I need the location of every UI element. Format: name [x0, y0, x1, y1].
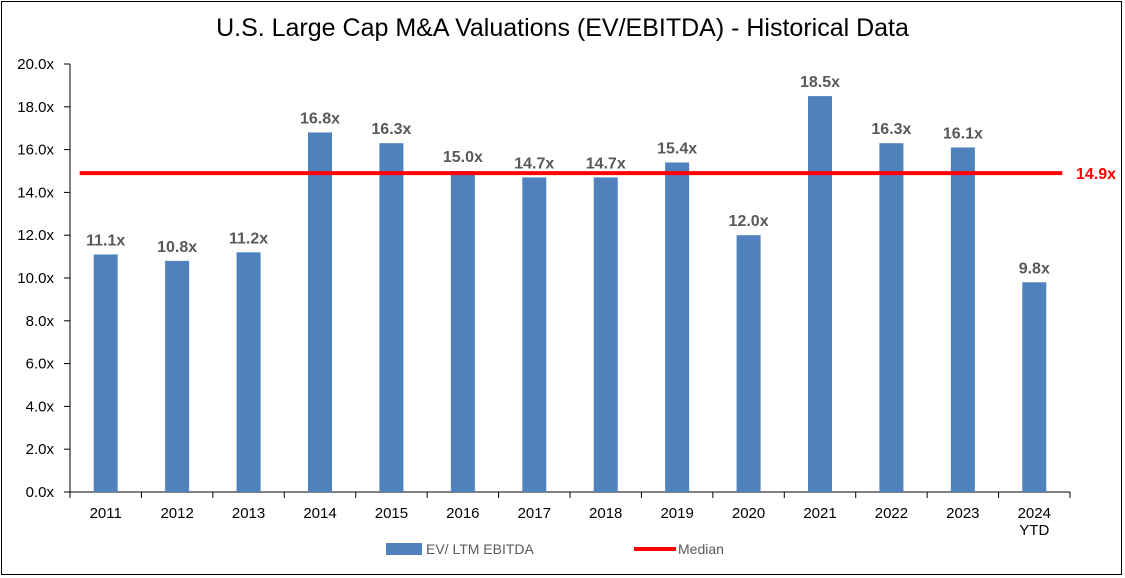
- x-tick-label: 2024 YTD: [1018, 505, 1051, 539]
- bar-data-label: 16.8x: [300, 110, 340, 127]
- y-tick-label: 6.0x: [26, 356, 55, 373]
- y-tick-label: 14.0x: [17, 184, 54, 201]
- x-tick-label: 2015: [375, 505, 408, 522]
- bar: [1022, 282, 1047, 492]
- chart-title: U.S. Large Cap M&A Valuations (EV/EBITDA…: [216, 14, 909, 42]
- bar-data-label: 14.7x: [514, 155, 554, 172]
- x-tick-label: 2014: [303, 505, 336, 522]
- bar-data-label: 9.8x: [1019, 260, 1050, 277]
- x-tick-label: 2019: [660, 505, 693, 522]
- y-axis: 0.0x 2.0x 4.0x 6.0x 8.0x 10.0x 12.0x 14.0x 16.0x…: [17, 56, 71, 501]
- bar-data-label: 16.3x: [871, 121, 911, 138]
- bar: [950, 147, 975, 492]
- bar-data-label: 14.7x: [586, 155, 626, 172]
- bar-data-label: 10.8x: [157, 239, 197, 256]
- legend-bar-swatch: [386, 543, 422, 555]
- x-tick-label: 2011: [90, 505, 122, 522]
- x-tick-label: 2013: [232, 505, 265, 522]
- y-tick-label: 18.0x: [17, 99, 54, 116]
- bar: [236, 252, 261, 492]
- bar: [808, 96, 832, 492]
- bar: [593, 177, 618, 493]
- y-tick-label: 8.0x: [26, 313, 55, 330]
- bar-data-labels: 11.1x 10.8x 11.2x 16.8x 16.3x 15.0x 14.7x 14.7x…: [86, 74, 1050, 277]
- bar: [736, 235, 761, 492]
- legend-bar-label: EV/ LTM EBITDA: [426, 541, 535, 557]
- y-tick-label: 12.0x: [17, 227, 54, 244]
- bar: [165, 260, 190, 492]
- legend-median-label: Median: [678, 541, 724, 557]
- y-tick-label: 20.0x: [17, 56, 54, 73]
- bar-data-label: 16.3x: [371, 121, 411, 138]
- bar: [665, 162, 690, 492]
- bar-data-label: 11.2x: [229, 230, 268, 247]
- median-line-series: 14.9x: [79, 166, 1116, 183]
- y-tick-label: 4.0x: [26, 398, 55, 415]
- x-tick-label: 2018: [589, 505, 622, 522]
- bar-data-label: 16.1x: [943, 125, 983, 142]
- bar-data-label: 15.0x: [443, 149, 483, 166]
- y-tick-label: 2.0x: [26, 441, 55, 458]
- bar: [379, 143, 404, 492]
- bar-data-label: 12.0x: [729, 213, 769, 230]
- x-axis: 2011 2012 2013 2014 2015 2016 2017 2018 2019 2020…: [69, 491, 1071, 539]
- bar: [522, 177, 547, 493]
- legend: EV/ LTM EBITDA Median: [386, 541, 724, 557]
- bar-data-label: 18.5x: [800, 74, 840, 91]
- x-tick-label: 2020: [732, 505, 765, 522]
- y-tick-label: 10.0x: [17, 270, 54, 287]
- median-data-label: 14.9x: [1076, 166, 1116, 183]
- y-tick-label: 0.0x: [26, 484, 55, 501]
- bar: [308, 132, 332, 493]
- bar: [879, 143, 904, 492]
- bar-series: [93, 96, 1047, 493]
- x-tick-label: 2022: [875, 505, 908, 522]
- bar-data-label: 11.1x: [86, 232, 125, 249]
- x-tick-label: 2012: [160, 505, 193, 522]
- x-tick-label: 2023: [946, 505, 979, 522]
- bar: [93, 254, 118, 492]
- bar-data-label: 15.4x: [657, 140, 697, 157]
- bar: [450, 171, 475, 492]
- y-tick-label: 16.0x: [17, 142, 54, 159]
- x-tick-label: 2016: [446, 505, 479, 522]
- x-tick-label: 2021: [803, 505, 836, 522]
- x-tick-label: 2017: [518, 505, 551, 522]
